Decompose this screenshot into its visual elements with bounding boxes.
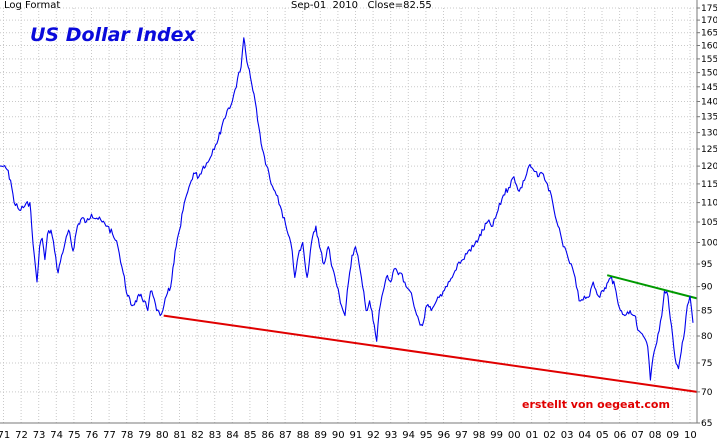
y-tick-label: 110 bbox=[701, 199, 717, 209]
close-readout: Sep-01 2010 Close=82.55 bbox=[291, 0, 432, 11]
y-tick-label: 75 bbox=[701, 359, 712, 369]
close-label: Close=82.55 bbox=[367, 0, 432, 11]
chart-title: US Dollar Index bbox=[30, 24, 196, 46]
trend-lines bbox=[163, 274, 698, 393]
x-axis: 71 72 73 74 75 76 77 78 79 80 81 82 83 84 85 86 87 88 89 90… bbox=[0, 430, 697, 441]
x-tick-label: 89 bbox=[314, 430, 327, 441]
x-tick-label: 78 bbox=[121, 430, 134, 441]
x-tick-label: 92 bbox=[367, 430, 380, 441]
x-tick-label: 01 bbox=[526, 430, 539, 441]
resistance-trendline bbox=[606, 274, 698, 300]
x-tick-label: 86 bbox=[262, 430, 275, 441]
x-tick-label: 87 bbox=[279, 430, 292, 441]
x-tick-label: 03 bbox=[561, 430, 574, 441]
grid bbox=[0, 7, 697, 424]
credit-text: erstellt von oegeat.com bbox=[522, 398, 670, 411]
x-tick-label: 97 bbox=[455, 430, 468, 441]
x-tick-label: 82 bbox=[191, 430, 204, 441]
y-tick-label: 150 bbox=[701, 69, 717, 79]
x-tick-label: 95 bbox=[420, 430, 433, 441]
x-tick-label: 10 bbox=[684, 430, 697, 441]
y-tick-label: 85 bbox=[701, 307, 712, 317]
y-tick-label: 80 bbox=[701, 332, 713, 342]
x-tick-label: 96 bbox=[438, 430, 451, 441]
date-label: Sep-01 bbox=[291, 0, 327, 11]
x-tick-label: 91 bbox=[350, 430, 363, 441]
y-tick-label: 125 bbox=[701, 145, 717, 155]
x-tick-label: 07 bbox=[631, 430, 644, 441]
x-tick-label: 94 bbox=[402, 430, 415, 441]
x-tick-label: 73 bbox=[33, 430, 46, 441]
x-tick-label: 98 bbox=[473, 430, 486, 441]
y-tick-label: 105 bbox=[701, 218, 717, 228]
scale-label: Log Format bbox=[4, 0, 61, 11]
x-tick-label: 04 bbox=[578, 430, 591, 441]
support-trendline bbox=[163, 314, 698, 393]
x-tick-label: 93 bbox=[385, 430, 398, 441]
x-tick-label: 90 bbox=[332, 430, 345, 441]
x-tick-label: 08 bbox=[649, 430, 662, 441]
y-tick-label: 145 bbox=[701, 83, 717, 93]
y-tick-label: 95 bbox=[701, 260, 712, 270]
y-tick-label: 135 bbox=[701, 113, 717, 123]
price-line bbox=[0, 37, 694, 381]
x-tick-label: 02 bbox=[543, 430, 556, 441]
x-tick-label: 76 bbox=[86, 430, 99, 441]
x-tick-label: 05 bbox=[596, 430, 609, 441]
plot-frame bbox=[0, 0, 698, 424]
x-tick-label: 81 bbox=[174, 430, 187, 441]
y-tick-label: 165 bbox=[701, 29, 717, 39]
y-tick-label: 70 bbox=[701, 388, 713, 398]
y-tick-label: 90 bbox=[701, 283, 713, 293]
x-tick-label: 77 bbox=[103, 430, 116, 441]
y-tick-label: 175 bbox=[701, 4, 717, 14]
x-tick-label: 88 bbox=[297, 430, 310, 441]
x-tick-label: 06 bbox=[614, 430, 627, 441]
year-label: 2010 bbox=[332, 0, 358, 11]
x-tick-label: 09 bbox=[666, 430, 679, 441]
x-tick-label: 84 bbox=[226, 430, 239, 441]
y-axis: 65 70 75 80 85 90 95 100 105 110 115 120 125 130 135 14… bbox=[697, 4, 717, 429]
x-tick-label: 00 bbox=[508, 430, 521, 441]
x-tick-label: 72 bbox=[15, 430, 28, 441]
x-tick-label: 85 bbox=[244, 430, 257, 441]
y-tick-label: 65 bbox=[701, 419, 712, 429]
x-tick-label: 74 bbox=[50, 430, 63, 441]
x-tick-label: 80 bbox=[156, 430, 169, 441]
price-series bbox=[0, 37, 694, 381]
x-tick-label: 75 bbox=[68, 430, 81, 441]
y-tick-label: 120 bbox=[701, 162, 717, 172]
y-tick-label: 140 bbox=[701, 98, 717, 108]
y-tick-label: 155 bbox=[701, 55, 717, 65]
y-tick-label: 100 bbox=[701, 239, 717, 249]
y-tick-label: 160 bbox=[701, 42, 717, 52]
x-tick-label: 99 bbox=[490, 430, 503, 441]
y-tick-label: 170 bbox=[701, 16, 717, 26]
x-tick-label: 71 bbox=[0, 430, 10, 441]
y-tick-label: 130 bbox=[701, 129, 717, 139]
x-tick-label: 79 bbox=[138, 430, 151, 441]
y-tick-label: 115 bbox=[701, 180, 717, 190]
x-tick-label: 83 bbox=[209, 430, 222, 441]
